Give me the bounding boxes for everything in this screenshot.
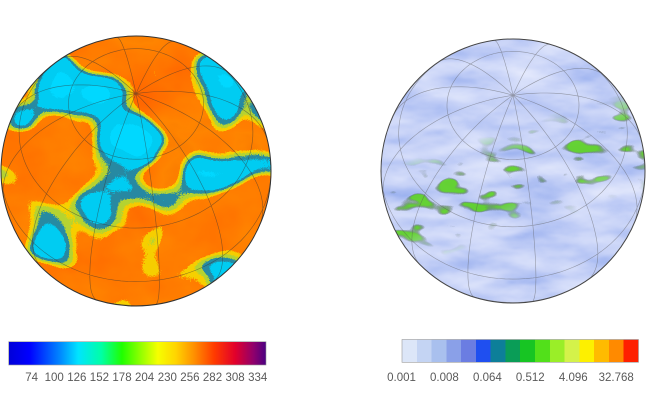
svg-text:74: 74	[25, 372, 38, 384]
svg-text:204: 204	[135, 372, 155, 384]
svg-text:0.512: 0.512	[516, 372, 545, 384]
svg-text:282: 282	[203, 372, 222, 384]
svg-text:230: 230	[158, 372, 177, 384]
svg-text:0.001: 0.001	[387, 372, 416, 384]
svg-text:32.768: 32.768	[599, 372, 634, 384]
svg-text:152: 152	[90, 372, 109, 384]
svg-text:100: 100	[45, 372, 64, 384]
svg-text:334: 334	[248, 372, 268, 384]
svg-text:256: 256	[180, 372, 199, 384]
svg-text:308: 308	[226, 372, 245, 384]
svg-text:178: 178	[112, 372, 131, 384]
svg-text:0.064: 0.064	[473, 372, 502, 384]
svg-text:126: 126	[67, 372, 86, 384]
svg-text:4.096: 4.096	[559, 372, 588, 384]
svg-text:0.008: 0.008	[430, 372, 459, 384]
